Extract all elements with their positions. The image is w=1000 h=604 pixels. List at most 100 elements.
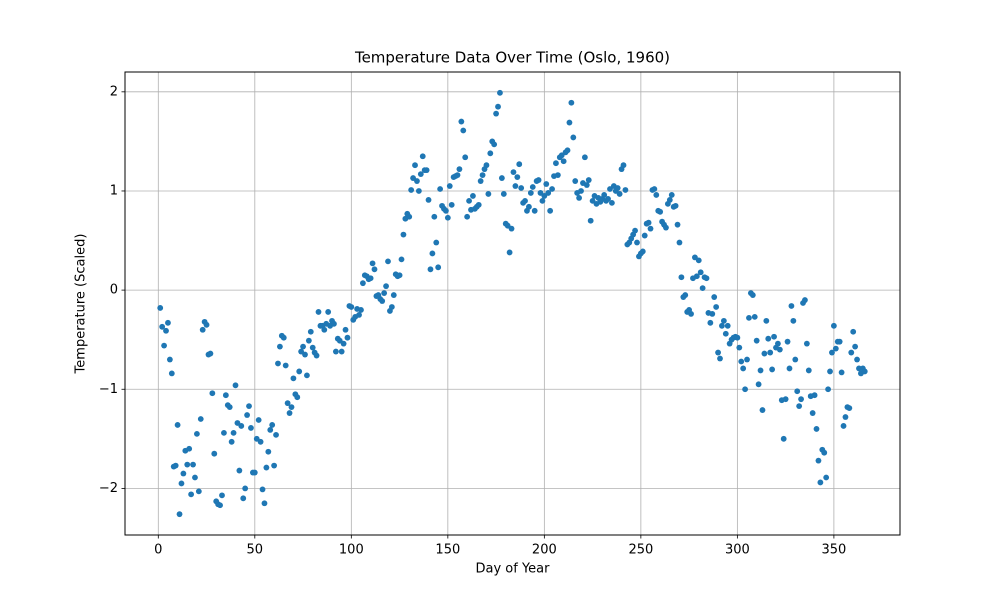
scatter-point (543, 181, 550, 187)
ticks: 0 50 100 150 200 250 300 350 −2 −1 0 1 2 (99, 84, 846, 557)
scatter-point (209, 390, 216, 397)
scatter-point (848, 349, 855, 356)
scatter-point (195, 488, 202, 495)
scatter-point (188, 491, 195, 498)
scatter-point (498, 175, 505, 181)
scatter-point (697, 269, 704, 276)
scatter-point (307, 328, 314, 335)
scatter-point (332, 348, 339, 355)
scatter-point (616, 191, 623, 197)
scatter-point (497, 89, 503, 96)
scatter-point (487, 150, 494, 157)
x-tick-label: 350 (821, 543, 846, 558)
scatter-point (792, 356, 799, 363)
scatter-point (172, 462, 179, 469)
scatter-point (184, 461, 191, 468)
scatter-point (344, 334, 351, 341)
x-axis-label: Day of Year (476, 562, 551, 577)
scatter-point (805, 367, 812, 374)
scatter-point (510, 169, 517, 176)
scatter-point (776, 346, 783, 353)
scatter-point (454, 172, 461, 179)
scatter-point (784, 338, 791, 345)
scatter-point (190, 461, 196, 468)
y-tick-label: −1 (99, 382, 118, 397)
scatter-point (634, 239, 640, 246)
scatter-point (668, 192, 675, 198)
scatter-point (829, 349, 835, 356)
scatter-point (371, 266, 378, 273)
chart-title: Temperature Data Over Time (Oslo, 1960) (354, 49, 670, 67)
scatter-point (782, 396, 789, 403)
scatter-point (587, 217, 594, 224)
scatter-point (495, 103, 501, 110)
scatter-point (803, 340, 810, 347)
scatter-point (433, 239, 440, 246)
scatter-point (840, 423, 847, 429)
scatter-point (302, 351, 308, 358)
scatter-point (255, 417, 262, 423)
scatter-point (313, 352, 320, 359)
scatter-point (257, 438, 264, 445)
scatter-point (553, 160, 559, 167)
scatter-point (232, 382, 239, 389)
scatter-point (605, 196, 611, 202)
scatter-point (554, 172, 561, 179)
scatter-point (639, 248, 646, 255)
scatter-point (755, 381, 762, 388)
scatter-point (456, 166, 463, 173)
scatter-point (226, 404, 233, 411)
scatter-point (830, 322, 837, 329)
scatter-point (443, 207, 449, 214)
scatter-point (304, 372, 310, 379)
y-tick-label: 1 (110, 183, 118, 198)
scatter-point (157, 305, 164, 311)
scatter-point (429, 250, 436, 257)
scatter-point (338, 348, 345, 355)
scatter-point (823, 474, 830, 481)
scatter-point (475, 201, 482, 208)
scatter-point (417, 171, 424, 178)
grid (125, 72, 900, 535)
scatter-point (379, 298, 386, 304)
axes-frame (124, 71, 901, 536)
scatter-point (825, 386, 831, 393)
scatter-point (286, 410, 293, 416)
scatter-point (581, 154, 588, 161)
scatter-point (236, 467, 243, 474)
scatter-point (400, 231, 407, 238)
scatter-point (356, 312, 362, 318)
scatter-point (367, 275, 374, 282)
scatter-point (265, 448, 272, 455)
scatter-point (578, 188, 584, 194)
scatter-point (518, 185, 525, 191)
scatter-point (435, 264, 442, 271)
scatter-point (396, 272, 403, 279)
scatter-point (790, 317, 797, 324)
scatter-point (788, 303, 795, 309)
scatter-point (242, 485, 249, 492)
scatter-point (693, 273, 700, 280)
scatter-point (796, 403, 803, 410)
scatter-point (854, 356, 860, 363)
scatter-point (383, 283, 389, 290)
scatter-point (425, 196, 432, 203)
scatter-point (722, 330, 729, 337)
scatter-point (861, 368, 868, 375)
scatter-point (798, 396, 804, 403)
scatter-point (240, 495, 247, 502)
scatter-point (194, 430, 200, 437)
scatter-point (549, 186, 555, 192)
scatter-point (765, 335, 772, 342)
scatter-point (620, 162, 627, 169)
scatter-point (388, 304, 395, 310)
scatter-point (423, 167, 430, 174)
scatter-point (749, 292, 756, 298)
scatter-point (744, 356, 750, 363)
scatter-point (641, 232, 648, 239)
scatter-point (585, 177, 592, 183)
scatter-point (759, 407, 766, 413)
y-axis-label: Temperature (Scaled) (74, 234, 89, 375)
